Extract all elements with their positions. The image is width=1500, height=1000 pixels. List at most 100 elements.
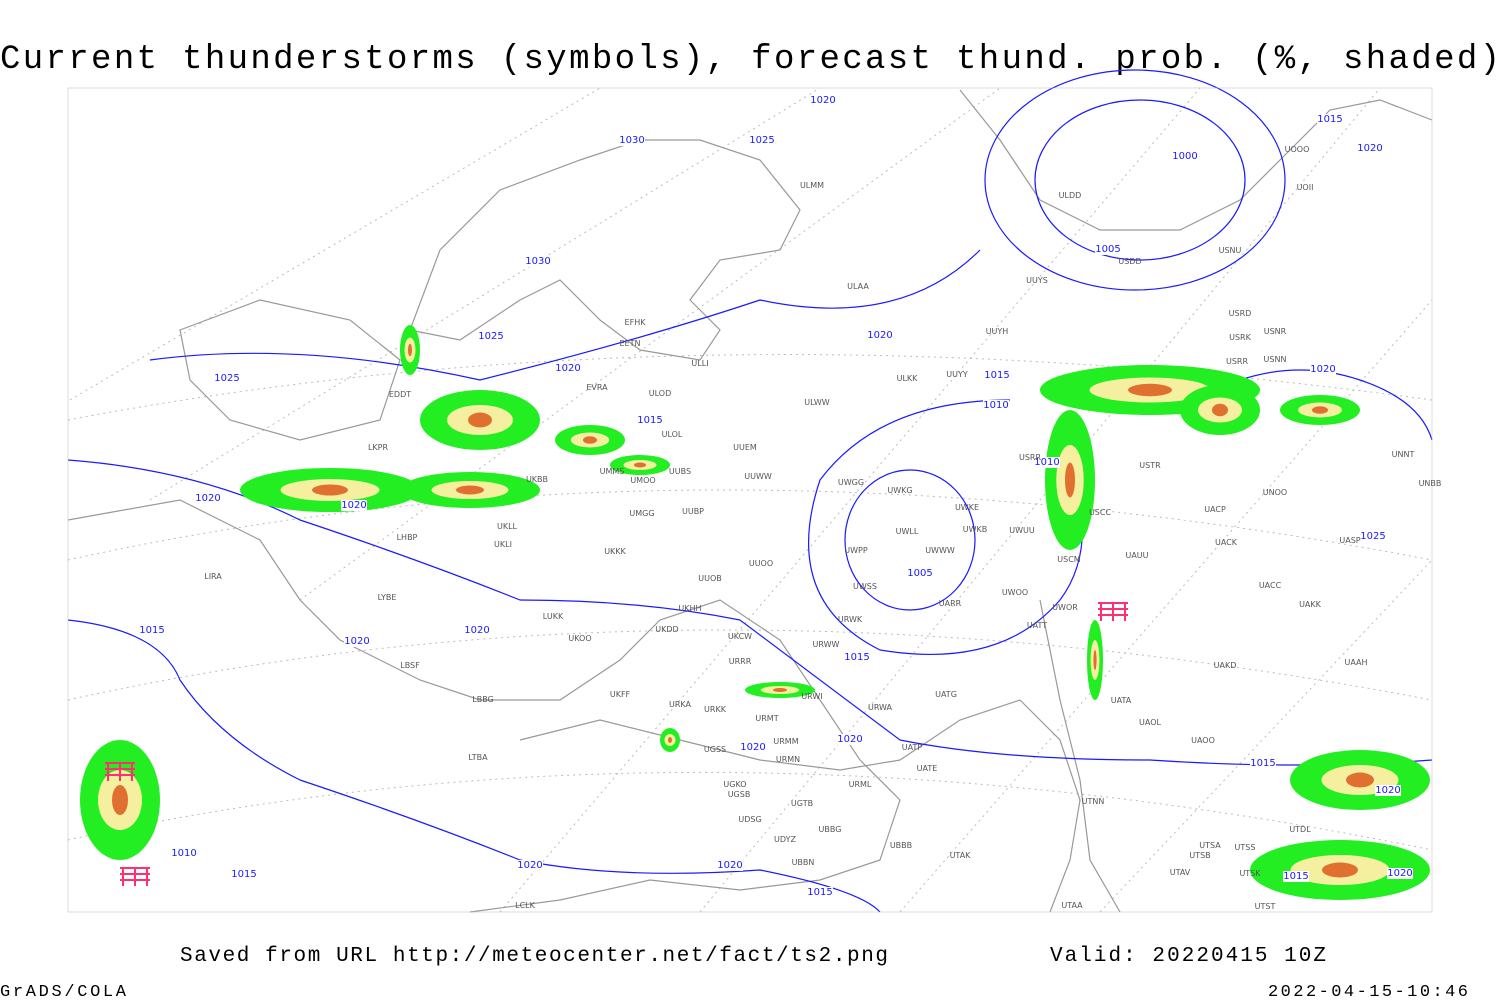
map-frame (67, 87, 1433, 913)
station-code: UWKE (955, 503, 979, 512)
station-code: LKPR (368, 443, 389, 452)
station-code: UTSB (1189, 851, 1210, 860)
graticule (67, 87, 1433, 913)
station-code: UWWW (925, 546, 955, 555)
station-code: UDYZ (774, 835, 796, 844)
station-code: UTDL (1289, 825, 1311, 834)
station-code: UKCW (728, 632, 752, 641)
station-code: UUYS (1026, 276, 1048, 285)
station-code: UAOO (1191, 736, 1215, 745)
station-code: UWOO (1002, 588, 1028, 597)
station-code: UMOO (630, 476, 655, 485)
isobar-label-bg (1283, 871, 1309, 882)
isobar-label: 1005 (907, 568, 932, 579)
prob-high (1065, 462, 1075, 498)
prob-high (1128, 383, 1172, 397)
isobar-label: 1010 (1034, 457, 1059, 468)
station-code: EFHK (625, 318, 647, 327)
station-code: UAKD (1214, 661, 1237, 670)
station-code: UGKO (723, 780, 746, 789)
station-code: UUOB (698, 574, 722, 583)
isobar-label: 1020 (1375, 785, 1400, 796)
isobar-label: 1010 (171, 848, 196, 859)
isobar-label: 1025 (1360, 531, 1385, 542)
station-code: USDD (1118, 257, 1141, 266)
station-code: UUOO (749, 559, 773, 568)
isobar-label: 1020 (344, 636, 369, 647)
station-code: UUBP (682, 507, 704, 516)
station-code: UTAA (1061, 901, 1083, 910)
isobar-label: 1020 (1310, 364, 1335, 375)
isobar-label: 1015 (1250, 758, 1275, 769)
station-code: UATP (902, 743, 923, 752)
isobar-label: 1020 (555, 363, 580, 374)
isobar-label: 1020 (1387, 868, 1412, 879)
isobar-label-bg (740, 742, 766, 753)
isobar-label-bg (195, 493, 221, 504)
station-code: UKLL (497, 522, 518, 531)
station-code: UKBB (526, 475, 548, 484)
station-code: UATG (935, 690, 957, 699)
station-code: LBBG (472, 695, 494, 704)
isobar-label-bg (837, 734, 863, 745)
isobar-label: 1005 (1095, 244, 1120, 255)
isobar-label-bg (1360, 531, 1386, 542)
isobar-label-bg (1034, 457, 1060, 468)
station-code: UTAK (950, 851, 972, 860)
prob-high (1346, 772, 1374, 788)
station-code: UACP (1204, 505, 1226, 514)
isobar-label: 1010 (983, 400, 1008, 411)
station-code: EDDT (389, 390, 411, 399)
station-code: UKKK (604, 547, 626, 556)
isobar-label-bg (478, 331, 504, 342)
station-code: UACC (1259, 581, 1282, 590)
prob-high (668, 737, 672, 743)
station-code: UKFF (610, 690, 631, 699)
isobar-label-bg (637, 415, 663, 426)
station-code: EVRA (586, 383, 608, 392)
station-code: UTSK (1239, 869, 1261, 878)
isobar-label: 1020 (740, 742, 765, 753)
isobar-label: 1015 (637, 415, 662, 426)
isobar-label: 1000 (1172, 151, 1197, 162)
station-code: USCM (1057, 555, 1081, 564)
isobar-label-bg (907, 568, 933, 579)
station-code: ULLI (691, 359, 708, 368)
prob-high (1312, 406, 1328, 414)
station-code: UASP (1339, 536, 1360, 545)
station-code: UATE (917, 764, 938, 773)
station-code: UKDD (655, 625, 678, 634)
isobar-label-bg (717, 860, 743, 871)
isobar-label: 1025 (478, 331, 503, 342)
isobar-label-bg (749, 135, 775, 146)
prob-high (1093, 650, 1097, 670)
station-code: URWK (838, 615, 863, 624)
station-code: URMN (776, 755, 800, 764)
station-code: UWSS (853, 582, 877, 591)
isobar-label-bg (214, 373, 240, 384)
station-code: LCLK (515, 901, 536, 910)
isobar-label-bg (983, 400, 1009, 411)
station-code: UATA (1111, 696, 1132, 705)
station-code: ULAA (847, 282, 869, 291)
storm-symbol (105, 762, 135, 781)
station-code: UAAH (1344, 658, 1367, 667)
station-code: UUYY (946, 370, 968, 379)
station-code: UACK (1215, 538, 1238, 547)
isobar-label-bg (344, 636, 370, 647)
station-code: UOII (1297, 183, 1314, 192)
station-code: URKA (669, 700, 692, 709)
station-code: UARR (939, 599, 962, 608)
station-code: URMM (773, 737, 798, 746)
station-code: USCC (1089, 508, 1112, 517)
isobar-label-bg (464, 625, 490, 636)
station-code: UUYH (986, 327, 1009, 336)
prob-high (1322, 862, 1358, 878)
station-code: UTSA (1199, 841, 1221, 850)
prob-high (112, 785, 128, 815)
station-code: LYBE (378, 593, 397, 602)
isobar-label: 1020 (517, 860, 542, 871)
station-code: UWKG (887, 486, 912, 495)
isobar-label: 1020 (195, 493, 220, 504)
isobar-label: 1020 (837, 734, 862, 745)
